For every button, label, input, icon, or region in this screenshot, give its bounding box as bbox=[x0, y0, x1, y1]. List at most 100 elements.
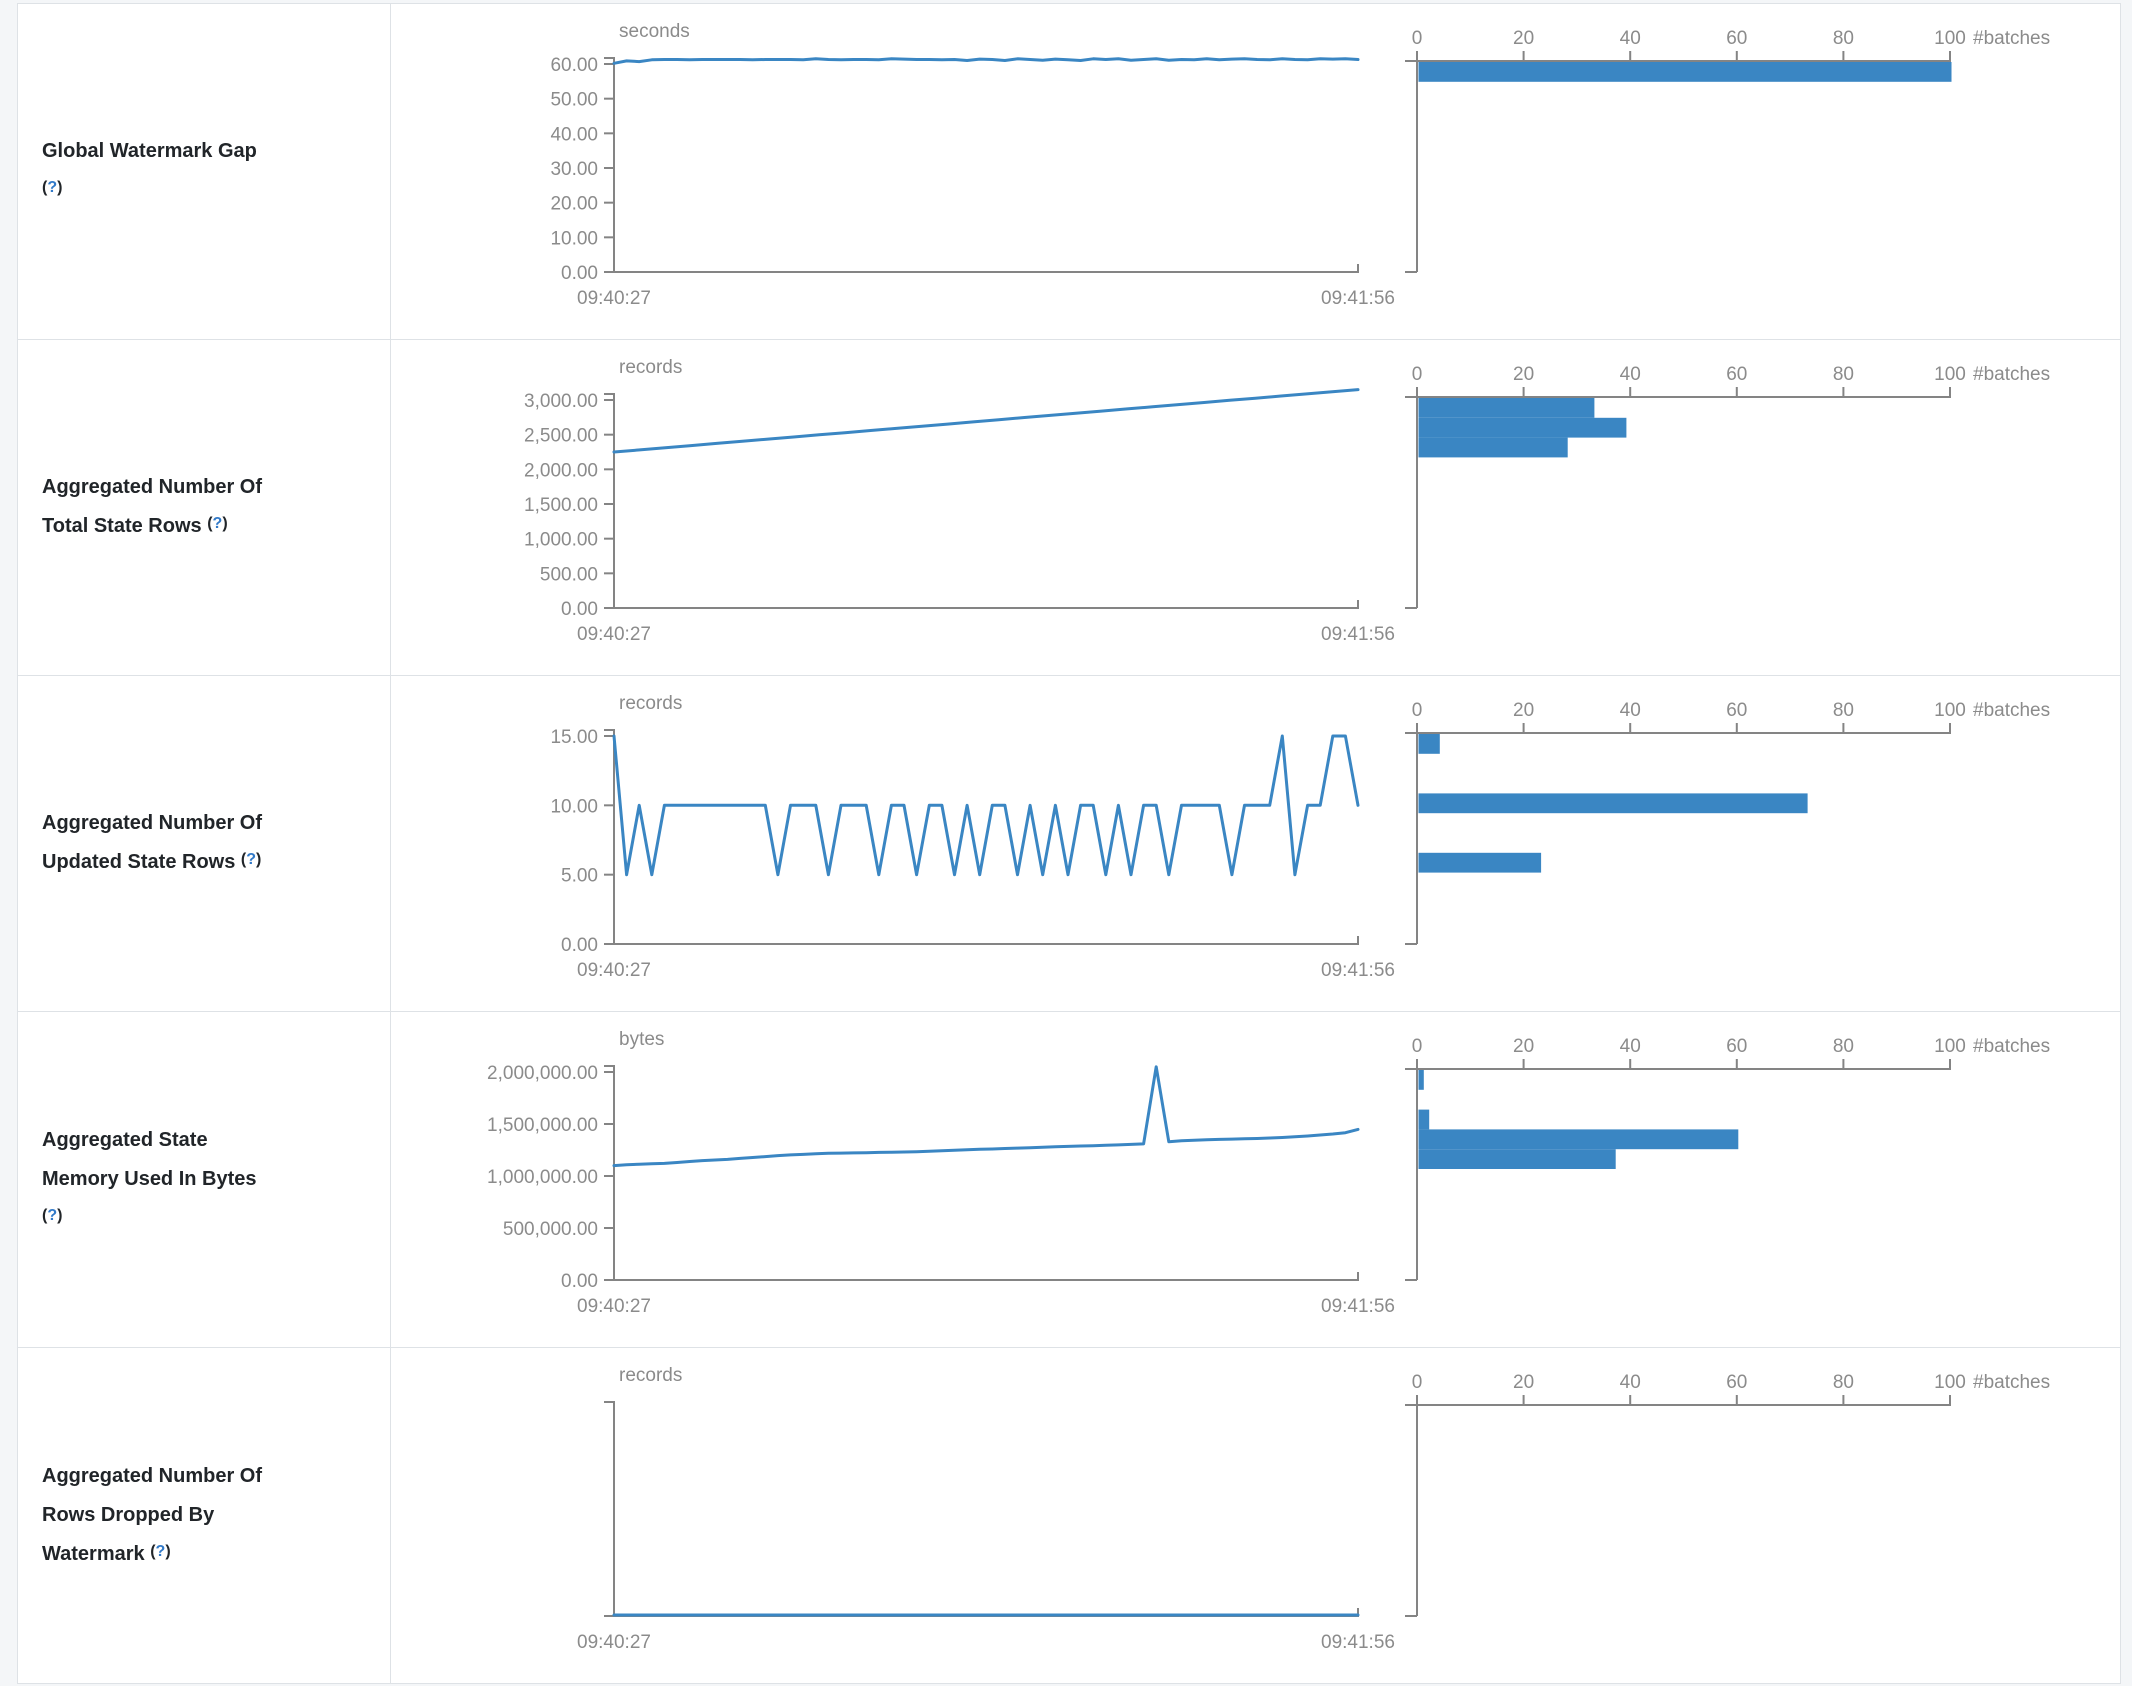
histogram-bar bbox=[1418, 398, 1595, 418]
y-tick-label: 0.00 bbox=[561, 263, 598, 284]
y-tick-label: 1,000,000.00 bbox=[487, 1167, 598, 1188]
metric-label-line: Aggregated State bbox=[42, 1128, 208, 1151]
help-link[interactable]: ? bbox=[47, 179, 58, 196]
histogram-tick-label: 100 bbox=[1934, 364, 1966, 385]
histogram-y-axis bbox=[1405, 61, 1418, 273]
metric-row-aggregated-number-of-updated-state-rows: Aggregated Number Of Updated State Rows (… bbox=[18, 676, 2120, 1012]
timeline-and-histogram-svg: bytes 2,000,000.00 1,500,000.00 1,000,000.0… bbox=[487, 1029, 2050, 1317]
help-link[interactable]: ? bbox=[212, 515, 223, 532]
timeline-y-axis bbox=[604, 1401, 615, 1617]
histogram-tick-label: 60 bbox=[1726, 1036, 1747, 1057]
timeline-x-axis bbox=[614, 936, 1359, 945]
y-tick-label: 60.00 bbox=[550, 55, 598, 76]
timeline-and-histogram-svg: records 3,000.00 2,500.00 2,000.00 1,500.00 1… bbox=[524, 357, 2050, 645]
y-tick-label: 10.00 bbox=[550, 228, 598, 249]
metric-label-line: (?) bbox=[42, 171, 376, 211]
charts-cell: bytes 2,000,000.00 1,500,000.00 1,000,000.0… bbox=[391, 1012, 2120, 1347]
histogram-tick-label: 60 bbox=[1726, 700, 1747, 721]
unit-label: records bbox=[619, 693, 682, 714]
help-link[interactable]: ? bbox=[155, 1542, 166, 1560]
y-tick-label: 1,500.00 bbox=[524, 495, 598, 516]
metric-label-line: (?) bbox=[42, 1199, 376, 1239]
histogram-tick-label: 60 bbox=[1726, 364, 1747, 385]
help-link[interactable]: ? bbox=[246, 851, 257, 868]
metric-label-aggregated-number-of-updated-state-rows: Aggregated Number Of Updated State Rows (… bbox=[18, 676, 391, 1011]
y-tick-label: 0.00 bbox=[561, 935, 598, 956]
histogram-bar bbox=[1418, 437, 1568, 458]
help-tooltip: (?) bbox=[240, 851, 262, 868]
metric-label-line: Global Watermark Gap bbox=[42, 140, 257, 162]
histogram-y-axis bbox=[1405, 1069, 1418, 1281]
help-tooltip: (?) bbox=[150, 1542, 171, 1560]
histogram-tick-label: 100 bbox=[1934, 28, 1966, 49]
x-axis-end-label: 09:41:56 bbox=[1321, 1296, 1395, 1317]
timeline-x-axis bbox=[614, 264, 1359, 273]
timeline-and-histogram-svg: records 09:40:27 09:41:56 0 20 40 60 80 100 #batc… bbox=[577, 1365, 2050, 1653]
histogram-tick-label: 20 bbox=[1513, 364, 1534, 385]
metric-label-line: Aggregated Number Of bbox=[42, 1464, 263, 1487]
histogram-tick-label: 100 bbox=[1934, 1372, 1966, 1393]
histogram-tick-label: 0 bbox=[1412, 1036, 1423, 1057]
histogram-bar bbox=[1418, 1149, 1616, 1169]
help-tooltip: (?) bbox=[42, 1206, 63, 1224]
y-tick-label: 0.00 bbox=[561, 599, 598, 620]
metric-label-line: Updated State Rows (?) bbox=[42, 851, 262, 873]
timeline-y-axis bbox=[604, 57, 615, 273]
batches-axis-label: #batches bbox=[1973, 28, 2050, 49]
x-axis-end-label: 09:41:56 bbox=[1321, 1632, 1395, 1653]
help-link[interactable]: ? bbox=[47, 1206, 58, 1224]
timeline-line bbox=[612, 1065, 1360, 1168]
y-tick-label: 500.00 bbox=[540, 564, 598, 585]
histogram-tick-label: 100 bbox=[1934, 700, 1966, 721]
timeline-x-axis bbox=[614, 1272, 1359, 1281]
histogram-y-axis bbox=[1405, 397, 1418, 609]
timeline-and-histogram-svg: seconds 60.00 50.00 40.00 30.00 20.00 10.00 0.0… bbox=[550, 21, 2050, 309]
y-tick-label: 15.00 bbox=[550, 727, 598, 748]
histogram-tick-label: 40 bbox=[1620, 1372, 1641, 1393]
x-axis-start-label: 09:40:27 bbox=[577, 1296, 651, 1317]
metric-label-line: Memory Used In Bytes bbox=[42, 1167, 257, 1190]
y-tick-label: 3,000.00 bbox=[524, 391, 598, 412]
histogram-tick-label: 0 bbox=[1412, 364, 1423, 385]
timeline-and-histogram-svg: records 15.00 10.00 5.00 0.00 09:40:27 09:41:5… bbox=[550, 693, 2050, 981]
histogram-tick-label: 80 bbox=[1833, 1036, 1854, 1057]
y-tick-label: 500,000.00 bbox=[503, 1219, 598, 1240]
histogram-bar bbox=[1418, 417, 1627, 438]
timeline-line bbox=[612, 734, 1360, 877]
metric-row-global-watermark-gap: Global Watermark Gap (?) seconds 60.00 50.00… bbox=[18, 4, 2120, 340]
histogram-bar bbox=[1418, 793, 1808, 814]
timeline-y-axis bbox=[604, 1065, 615, 1281]
histogram-bar bbox=[1418, 1109, 1430, 1130]
histogram-tick-label: 80 bbox=[1833, 28, 1854, 49]
charts-cell: records 15.00 10.00 5.00 0.00 09:40:27 09:41:5… bbox=[391, 676, 2120, 1011]
histogram-y-axis bbox=[1405, 733, 1418, 945]
timeline-line bbox=[612, 388, 1360, 454]
timeline-line bbox=[612, 57, 1360, 65]
histogram-tick-label: 40 bbox=[1620, 700, 1641, 721]
metric-label-aggregated-state-memory-used-in-bytes: Aggregated State Memory Used In Bytes (?) bbox=[18, 1012, 391, 1347]
histogram-bar bbox=[1418, 1129, 1739, 1150]
help-tooltip: (?) bbox=[207, 515, 228, 532]
y-tick-label: 5.00 bbox=[561, 866, 598, 887]
y-tick-label: 2,000.00 bbox=[524, 460, 598, 481]
metric-row-aggregated-state-memory-used-in-bytes: Aggregated State Memory Used In Bytes (?) b… bbox=[18, 1012, 2120, 1348]
timeline-y-axis bbox=[604, 393, 615, 609]
histogram-bar bbox=[1418, 852, 1542, 873]
unit-label: records bbox=[619, 357, 682, 378]
histogram-tick-label: 60 bbox=[1726, 1372, 1747, 1393]
timeline-y-axis bbox=[604, 729, 615, 945]
charts-cell: records 3,000.00 2,500.00 2,000.00 1,500.00 1… bbox=[391, 340, 2120, 675]
metric-label-aggregated-number-of-rows-dropped-by-watermark: Aggregated Number Of Rows Dropped By Water… bbox=[18, 1348, 391, 1683]
histogram-tick-label: 20 bbox=[1513, 700, 1534, 721]
metric-label-aggregated-number-of-total-state-rows: Aggregated Number Of Total State Rows (?) bbox=[18, 340, 391, 675]
timeline-x-axis bbox=[614, 600, 1359, 609]
y-tick-label: 10.00 bbox=[550, 796, 598, 817]
x-axis-end-label: 09:41:56 bbox=[1321, 960, 1395, 981]
unit-label: records bbox=[619, 1365, 682, 1386]
histogram-tick-label: 60 bbox=[1726, 28, 1747, 49]
x-axis-end-label: 09:41:56 bbox=[1321, 624, 1395, 645]
histogram-tick-label: 100 bbox=[1934, 1036, 1966, 1057]
y-tick-label: 50.00 bbox=[550, 90, 598, 111]
histogram-y-axis bbox=[1405, 1405, 1418, 1617]
